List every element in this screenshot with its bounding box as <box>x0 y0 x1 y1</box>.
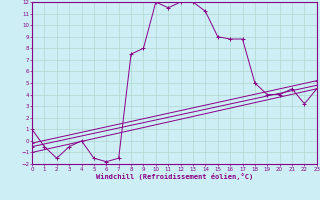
X-axis label: Windchill (Refroidissement éolien,°C): Windchill (Refroidissement éolien,°C) <box>96 173 253 180</box>
